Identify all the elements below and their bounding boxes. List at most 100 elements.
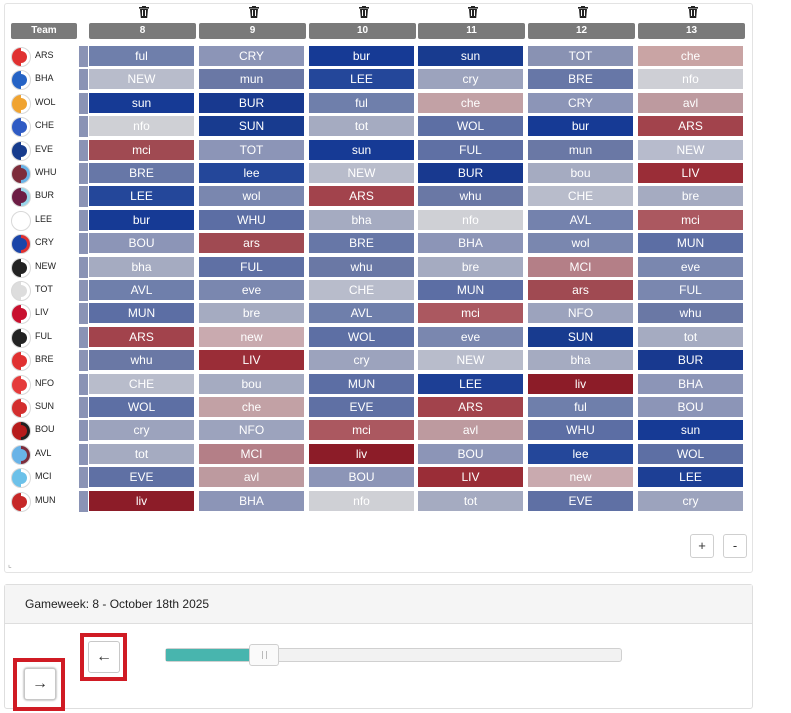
next-gameweek-button[interactable]: → xyxy=(24,668,56,700)
fixture-cell[interactable]: LIV xyxy=(199,350,304,371)
fixture-cell[interactable]: BUR xyxy=(418,163,523,183)
trash-icon[interactable] xyxy=(309,5,419,19)
fixture-cell[interactable]: EVE xyxy=(309,397,414,417)
fixture-cell[interactable]: AVL xyxy=(528,209,633,230)
fixture-cell[interactable]: TOT xyxy=(528,46,633,66)
fixture-cell[interactable]: LEE xyxy=(638,467,743,488)
fixture-cell[interactable]: bre xyxy=(418,256,523,277)
fixture-cell[interactable]: bre xyxy=(638,186,743,207)
resize-icon[interactable]: ⌞ xyxy=(8,560,12,569)
fixture-cell[interactable]: BHA xyxy=(199,490,304,511)
fixture-cell[interactable]: wol xyxy=(199,186,304,207)
fixture-cell[interactable]: nfo xyxy=(89,116,194,137)
fixture-cell[interactable]: WOL xyxy=(638,443,743,464)
fixture-cell[interactable]: CRY xyxy=(528,92,633,113)
fixture-cell[interactable]: LEE xyxy=(418,373,523,394)
fixture-cell[interactable]: CHE xyxy=(309,280,414,300)
fixture-cell[interactable]: eve xyxy=(199,280,304,300)
fixture-cell[interactable]: bou xyxy=(199,373,304,394)
fixture-cell[interactable]: che xyxy=(418,92,523,113)
fixture-cell[interactable]: eve xyxy=(638,256,743,277)
fixture-cell[interactable]: whu xyxy=(418,186,523,207)
prev-gameweek-button[interactable]: ← xyxy=(88,641,120,673)
fixture-cell[interactable]: tot xyxy=(638,326,743,347)
fixture-cell[interactable]: BRE xyxy=(528,69,633,90)
fixture-cell[interactable]: bou xyxy=(528,163,633,183)
fixture-cell[interactable]: wol xyxy=(528,233,633,254)
fixture-cell[interactable]: che xyxy=(638,46,743,66)
fixture-cell[interactable]: LIV xyxy=(418,467,523,488)
fixture-cell[interactable]: lee xyxy=(528,443,633,464)
fixture-cell[interactable]: AVL xyxy=(89,280,194,300)
fixture-cell[interactable]: BRE xyxy=(89,163,194,183)
fixture-cell[interactable]: liv xyxy=(309,443,414,464)
fixture-cell[interactable]: BUR xyxy=(199,92,304,113)
fixture-cell[interactable]: SUN xyxy=(199,116,304,137)
fixture-cell[interactable]: nfo xyxy=(418,209,523,230)
fixture-cell[interactable]: whu xyxy=(638,303,743,324)
fixture-cell[interactable]: ARS xyxy=(638,116,743,137)
fixture-cell[interactable]: NEW xyxy=(638,139,743,160)
fixture-cell[interactable]: sun xyxy=(89,92,194,113)
fixture-cell[interactable]: ars xyxy=(199,233,304,254)
fixture-cell[interactable]: BOU xyxy=(638,397,743,417)
fixture-cell[interactable]: ARS xyxy=(89,326,194,347)
fixture-cell[interactable]: WHU xyxy=(528,420,633,441)
fixture-cell[interactable]: tot xyxy=(89,443,194,464)
fixture-cell[interactable]: MUN xyxy=(418,280,523,300)
fixture-cell[interactable]: LEE xyxy=(309,69,414,90)
fixture-cell[interactable]: whu xyxy=(309,256,414,277)
fixture-cell[interactable]: BOU xyxy=(418,443,523,464)
fixture-cell[interactable]: liv xyxy=(89,490,194,511)
fixture-cell[interactable]: mci xyxy=(418,303,523,324)
fixture-cell[interactable]: liv xyxy=(528,373,633,394)
fixture-cell[interactable]: BOU xyxy=(89,233,194,254)
fixture-cell[interactable]: NEW xyxy=(418,350,523,371)
fixture-cell[interactable]: sun xyxy=(638,420,743,441)
fixture-cell[interactable]: BUR xyxy=(638,350,743,371)
fixture-cell[interactable]: ful xyxy=(89,46,194,66)
fixture-cell[interactable]: MUN xyxy=(638,233,743,254)
fixture-cell[interactable]: WOL xyxy=(418,116,523,137)
fixture-cell[interactable]: sun xyxy=(309,139,414,160)
fixture-cell[interactable]: bur xyxy=(528,116,633,137)
fixture-cell[interactable]: cry xyxy=(309,350,414,371)
zoom-in-button[interactable]: + xyxy=(690,534,714,558)
fixture-cell[interactable]: FUL xyxy=(199,256,304,277)
fixture-cell[interactable]: CRY xyxy=(199,46,304,66)
fixture-cell[interactable]: tot xyxy=(418,490,523,511)
fixture-cell[interactable]: mci xyxy=(638,209,743,230)
fixture-cell[interactable]: BHA xyxy=(418,233,523,254)
fixture-cell[interactable]: cry xyxy=(89,420,194,441)
fixture-cell[interactable]: CHE xyxy=(89,373,194,394)
fixture-cell[interactable]: LEE xyxy=(89,186,194,207)
fixture-cell[interactable]: FUL xyxy=(418,139,523,160)
fixture-cell[interactable]: CHE xyxy=(528,186,633,207)
fixture-cell[interactable]: MCI xyxy=(528,256,633,277)
fixture-cell[interactable]: bur xyxy=(89,209,194,230)
fixture-cell[interactable]: mci xyxy=(89,139,194,160)
fixture-cell[interactable]: mun xyxy=(199,69,304,90)
fixture-cell[interactable]: MUN xyxy=(309,373,414,394)
fixture-cell[interactable]: avl xyxy=(638,92,743,113)
fixture-cell[interactable]: AVL xyxy=(309,303,414,324)
fixture-cell[interactable]: bur xyxy=(309,46,414,66)
fixture-cell[interactable]: mun xyxy=(528,139,633,160)
fixture-cell[interactable]: FUL xyxy=(638,280,743,300)
fixture-cell[interactable]: avl xyxy=(199,467,304,488)
trash-icon[interactable] xyxy=(418,5,528,19)
fixture-cell[interactable]: WOL xyxy=(309,326,414,347)
fixture-cell[interactable]: BOU xyxy=(309,467,414,488)
fixture-cell[interactable]: bha xyxy=(528,350,633,371)
fixture-cell[interactable]: cry xyxy=(418,69,523,90)
fixture-cell[interactable]: WOL xyxy=(89,397,194,417)
trash-icon[interactable] xyxy=(528,5,638,19)
fixture-cell[interactable]: EVE xyxy=(89,467,194,488)
fixture-cell[interactable]: BHA xyxy=(638,373,743,394)
slider-handle[interactable] xyxy=(249,644,280,666)
trash-icon[interactable] xyxy=(199,5,309,19)
fixture-cell[interactable]: NFO xyxy=(528,303,633,324)
fixture-cell[interactable]: bha xyxy=(309,209,414,230)
fixture-cell[interactable]: sun xyxy=(418,46,523,66)
fixture-cell[interactable]: whu xyxy=(89,350,194,371)
